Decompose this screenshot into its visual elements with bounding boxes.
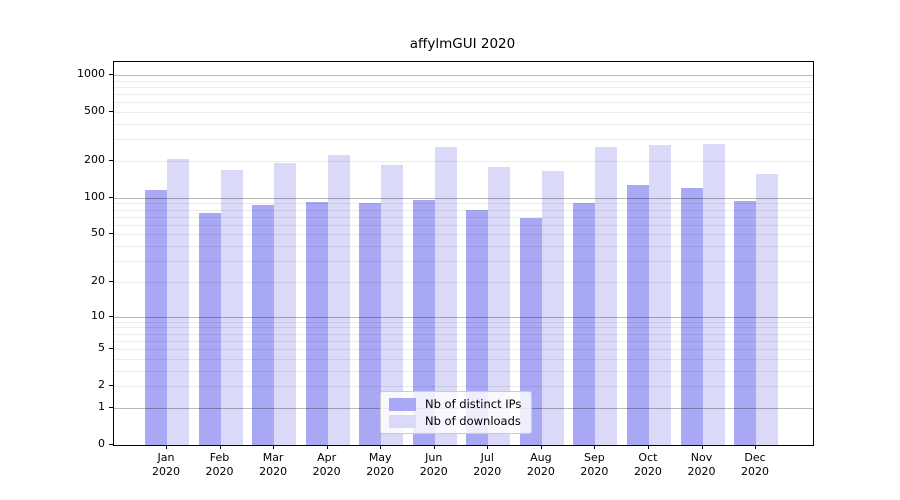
- y-tick-mark-50: [109, 233, 113, 235]
- y-tick-mark-1: [109, 406, 113, 408]
- x-tick-mark-sep: [594, 445, 596, 449]
- x-tick-mark-jul: [487, 445, 489, 449]
- plot-area: [113, 61, 814, 446]
- bar-distinct-ips-may: [359, 203, 382, 445]
- bar-downloads-may: [381, 165, 404, 445]
- bar-downloads-jul: [488, 166, 511, 445]
- x-tick-label-jun: Jun 2020: [419, 451, 448, 478]
- y-tick-label-200: 200: [84, 152, 105, 166]
- bar-distinct-ips-dec: [734, 201, 757, 445]
- bar-distinct-ips-oct: [626, 184, 649, 445]
- bar-downloads-dec: [756, 173, 779, 445]
- bar-distinct-ips-mar: [252, 205, 275, 445]
- legend: Nb of distinct IPs Nb of downloads: [380, 391, 533, 434]
- legend-label-distinct-ips: Nb of distinct IPs: [425, 397, 522, 411]
- legend-label-downloads: Nb of downloads: [425, 414, 521, 428]
- bar-distinct-ips-apr: [305, 202, 328, 445]
- x-tick-mark-dec: [755, 445, 757, 449]
- y-tick-label-5: 5: [98, 341, 105, 355]
- x-tick-label-apr: Apr 2020: [312, 451, 341, 478]
- y-tick-label-50: 50: [91, 226, 105, 240]
- x-tick-label-aug: Aug 2020: [526, 451, 555, 478]
- bar-distinct-ips-jan: [145, 190, 167, 445]
- x-tick-mark-oct: [647, 445, 649, 449]
- bar-downloads-jun: [434, 147, 457, 445]
- x-tick-label-sep: Sep 2020: [580, 451, 609, 478]
- y-tick-mark-2: [109, 385, 113, 387]
- legend-swatch-distinct-ips: [389, 397, 416, 411]
- bar-downloads-aug: [541, 170, 564, 445]
- bar-downloads-sep: [595, 147, 618, 445]
- x-tick-label-jan: Jan 2020: [152, 451, 180, 478]
- x-tick-label-nov: Nov 2020: [687, 451, 716, 478]
- y-tick-label-20: 20: [91, 273, 105, 287]
- y-tick-label-500: 500: [84, 104, 105, 118]
- x-tick-label-feb: Feb 2020: [205, 451, 234, 478]
- legend-item-downloads: Nb of downloads: [389, 414, 521, 428]
- bar-distinct-ips-nov: [680, 188, 703, 445]
- y-tick-mark-1000: [109, 74, 113, 76]
- y-tick-label-0: 0: [98, 437, 105, 450]
- bar-downloads-jan: [167, 158, 189, 445]
- y-tick-mark-10: [109, 315, 113, 317]
- x-tick-mark-apr: [326, 445, 328, 449]
- bar-downloads-oct: [648, 144, 671, 445]
- x-tick-mark-jun: [433, 445, 435, 449]
- y-tick-label-1: 1: [98, 399, 105, 413]
- chart-title: affylmGUI 2020: [409, 36, 516, 52]
- bar-downloads-apr: [327, 154, 350, 445]
- x-tick-label-dec: Dec 2020: [741, 451, 770, 478]
- y-tick-mark-5: [109, 348, 113, 350]
- y-tick-mark-20: [109, 280, 113, 282]
- bar-downloads-nov: [702, 143, 725, 445]
- x-tick-mark-aug: [540, 445, 542, 449]
- y-tick-mark-0: [109, 444, 113, 445]
- y-tick-mark-500: [109, 111, 113, 113]
- legend-item-distinct-ips: Nb of distinct IPs: [389, 397, 521, 411]
- y-tick-label-10: 10: [91, 308, 105, 322]
- y-tick-mark-100: [109, 196, 113, 198]
- bar-distinct-ips-aug: [519, 218, 542, 445]
- legend-swatch-downloads: [389, 414, 416, 428]
- bar-distinct-ips-jun: [412, 200, 435, 445]
- x-tick-mark-mar: [273, 445, 275, 449]
- bar-downloads-mar: [274, 162, 297, 445]
- y-tick-label-100: 100: [84, 189, 105, 203]
- y-tick-label-2: 2: [98, 378, 105, 392]
- x-tick-label-jul: Jul 2020: [473, 451, 502, 478]
- x-tick-label-mar: Mar 2020: [259, 451, 288, 478]
- bar-distinct-ips-feb: [198, 213, 221, 445]
- x-tick-label-oct: Oct 2020: [633, 451, 662, 478]
- x-tick-mark-may: [380, 445, 382, 449]
- bars-layer: [114, 62, 813, 445]
- x-tick-mark-nov: [701, 445, 703, 449]
- bar-distinct-ips-sep: [573, 203, 596, 445]
- x-tick-mark-feb: [219, 445, 221, 449]
- bar-distinct-ips-jul: [466, 209, 489, 445]
- x-tick-mark-jan: [166, 445, 167, 449]
- x-tick-label-may: May 2020: [366, 451, 395, 478]
- y-tick-label-1000: 1000: [77, 67, 105, 81]
- bar-downloads-feb: [220, 169, 243, 445]
- y-tick-mark-200: [109, 159, 113, 161]
